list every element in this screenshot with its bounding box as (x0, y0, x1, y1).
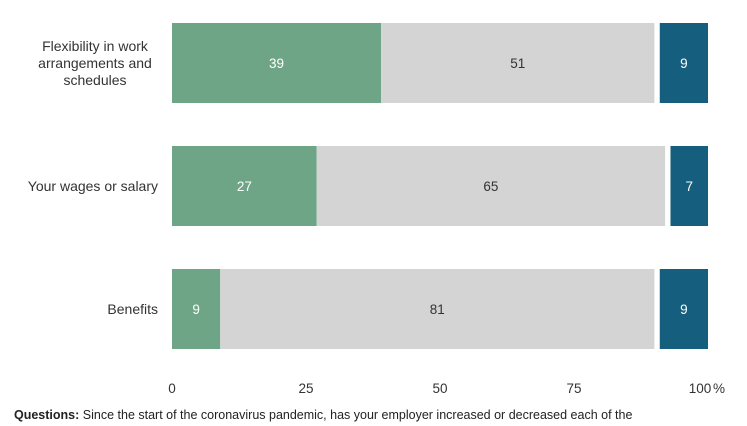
bar-label-layer: 39 51 9 27 65 7 9 81 9 (192, 56, 693, 317)
x-tick-label: 50 (432, 381, 447, 396)
bar-segment (659, 269, 708, 349)
bar-segment (381, 23, 655, 103)
bar-segment (220, 269, 655, 349)
category-label: Benefits (107, 301, 158, 317)
bar-segment (316, 146, 666, 226)
x-tick-label: 100 (689, 381, 712, 396)
footnote-label: Questions: (14, 408, 80, 422)
bar-data-label: 9 (192, 302, 200, 317)
footnote: Questions: Since the start of the corona… (14, 407, 714, 423)
bar-data-label: 9 (680, 302, 688, 317)
bar-segment (670, 146, 708, 226)
category-label-layer: Flexibility in work arrangements and sched… (28, 38, 158, 317)
bar-data-label: 7 (685, 179, 693, 194)
bar-data-label: 39 (269, 56, 284, 71)
footnote-text: Since the start of the coronavirus pande… (82, 408, 633, 422)
x-tick-label: 0 (168, 381, 176, 396)
x-axis: 0 25 50 75 100% (168, 381, 725, 396)
bar-layer (172, 23, 708, 349)
bar-segment (172, 23, 382, 103)
x-tick-label: 25 (298, 381, 313, 396)
x-tick-label: 75 (566, 381, 581, 396)
x-axis-unit: % (713, 381, 725, 396)
bar-data-label: 9 (680, 56, 688, 71)
category-label: Your wages or salary (28, 178, 158, 194)
bar-data-label: 65 (483, 179, 498, 194)
bar-data-label: 81 (430, 302, 445, 317)
bar-data-label: 51 (510, 56, 525, 71)
bar-data-label: 27 (237, 179, 252, 194)
bar-segment (659, 23, 708, 103)
bar-segment (172, 146, 317, 226)
category-label: Flexibility in work arrangements and sched… (38, 38, 152, 88)
bar-segment (172, 269, 221, 349)
